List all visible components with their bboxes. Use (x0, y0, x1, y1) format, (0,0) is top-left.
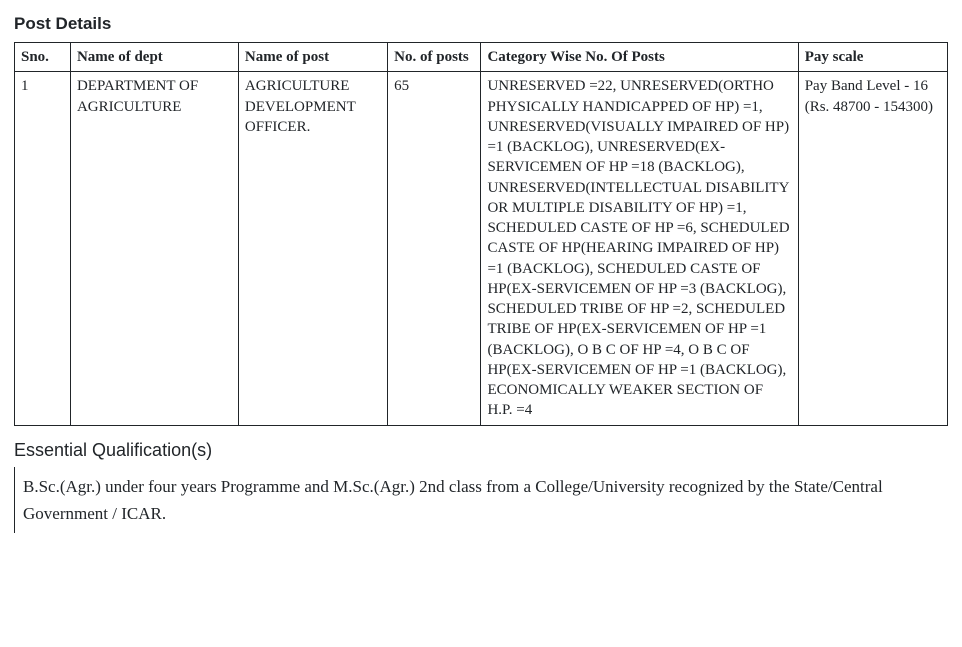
cell-num: 65 (388, 72, 481, 425)
table-row: 1 DEPARTMENT OF AGRICULTURE AGRICULTURE … (15, 72, 948, 425)
cell-category: UNRESERVED =22, UNRESERVED(ORTHO PHYSICA… (481, 72, 798, 425)
essential-qualification-text: B.Sc.(Agr.) under four years Programme a… (14, 467, 948, 533)
col-header-post: Name of post (238, 43, 387, 72)
cell-pay: Pay Band Level - 16 (Rs. 48700 - 154300) (798, 72, 947, 425)
col-header-category: Category Wise No. Of Posts (481, 43, 798, 72)
cell-post: AGRICULTURE DEVELOPMENT OFFICER. (238, 72, 387, 425)
col-header-sno: Sno. (15, 43, 71, 72)
col-header-num: No. of posts (388, 43, 481, 72)
table-header-row: Sno. Name of dept Name of post No. of po… (15, 43, 948, 72)
col-header-pay: Pay scale (798, 43, 947, 72)
col-header-dept: Name of dept (70, 43, 238, 72)
cell-sno: 1 (15, 72, 71, 425)
post-details-table: Sno. Name of dept Name of post No. of po… (14, 42, 948, 426)
essential-qualification-heading: Essential Qualification(s) (14, 440, 948, 461)
cell-dept: DEPARTMENT OF AGRICULTURE (70, 72, 238, 425)
post-details-heading: Post Details (14, 14, 948, 34)
